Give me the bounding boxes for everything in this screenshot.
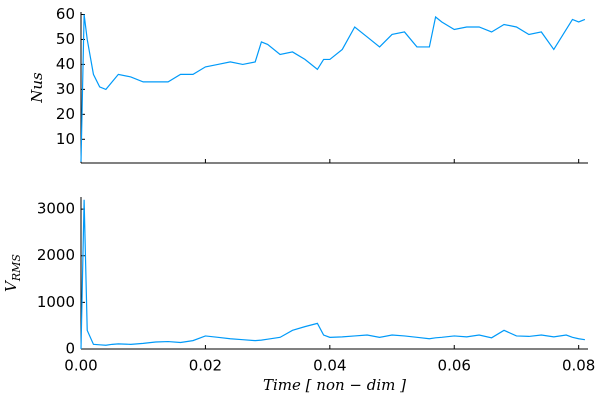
y-tick-label: 0 [65, 340, 75, 358]
x-tick-label: 0.04 [313, 357, 346, 375]
y-tick-label: 3000 [37, 200, 75, 218]
y-tick-label: 40 [56, 55, 75, 73]
data-line [80, 14, 586, 162]
x-tick-label: 0.06 [438, 357, 471, 375]
y-tick-label: 1000 [37, 293, 75, 311]
y-tick-label: 2000 [37, 246, 75, 264]
x-tick-label: 0.02 [189, 357, 222, 375]
y-axis-label-sub: RMS [10, 254, 23, 283]
y-axis-label: Nus [28, 72, 46, 104]
x-tick-label: 0.00 [64, 357, 97, 375]
y-axis-label-main: Nus [28, 72, 46, 104]
y-axis-label-main: V [2, 279, 20, 292]
y-tick-label: 50 [56, 30, 75, 48]
data-line [80, 199, 585, 350]
x-axis-label: Time [ non − dim ] [263, 376, 406, 394]
x-tick-label: 0.08 [562, 357, 595, 375]
y-tick-label: 10 [56, 130, 75, 148]
y-tick-label: 20 [56, 105, 75, 123]
y-tick-label: 60 [56, 5, 75, 23]
y-axis-label: VRMS [2, 254, 23, 292]
y-tick-label: 30 [56, 80, 75, 98]
